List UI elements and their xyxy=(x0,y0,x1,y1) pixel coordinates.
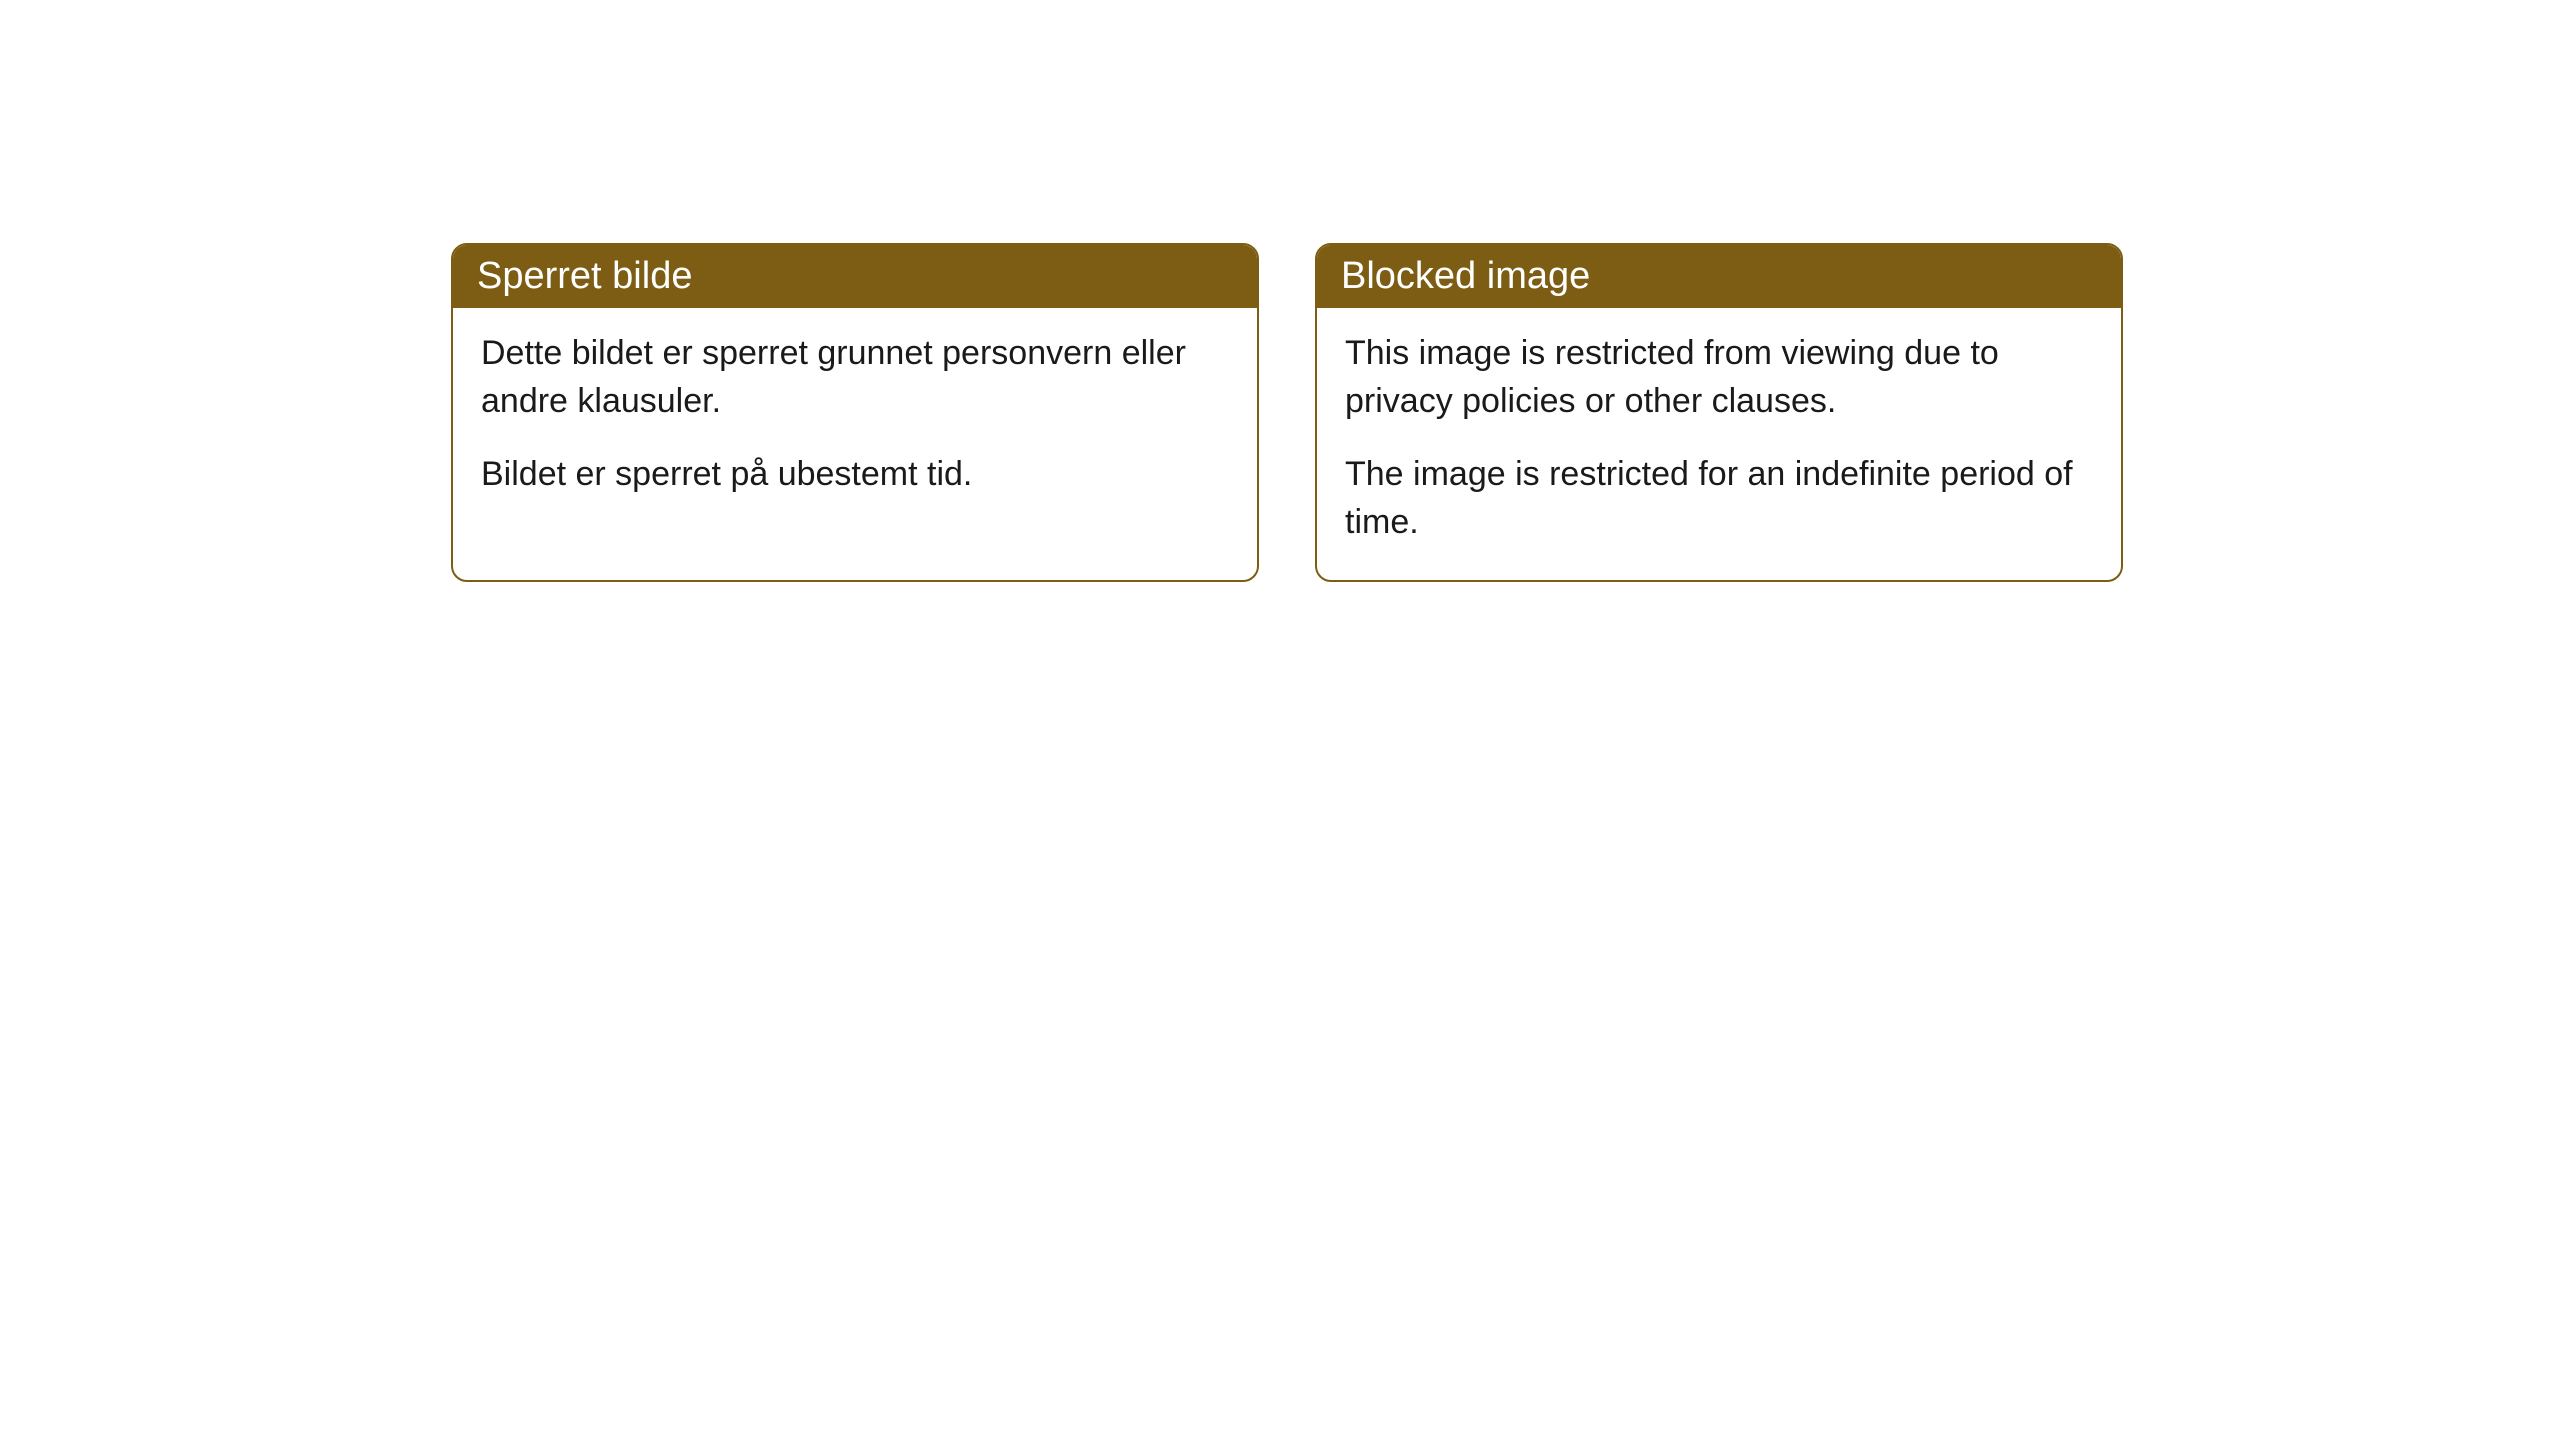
card-paragraph: Bildet er sperret på ubestemt tid. xyxy=(481,451,1229,499)
card-header: Blocked image xyxy=(1317,245,2121,308)
card-paragraph: This image is restricted from viewing du… xyxy=(1345,330,2093,425)
blocked-image-card-norwegian: Sperret bilde Dette bildet er sperret gr… xyxy=(451,243,1259,582)
card-title: Blocked image xyxy=(1341,255,1590,297)
blocked-image-card-english: Blocked image This image is restricted f… xyxy=(1315,243,2123,582)
card-body: Dette bildet er sperret grunnet personve… xyxy=(453,308,1257,533)
card-paragraph: The image is restricted for an indefinit… xyxy=(1345,451,2093,546)
card-body: This image is restricted from viewing du… xyxy=(1317,308,2121,580)
card-title: Sperret bilde xyxy=(477,255,692,297)
notice-cards-container: Sperret bilde Dette bildet er sperret gr… xyxy=(451,243,2123,582)
card-header: Sperret bilde xyxy=(453,245,1257,308)
card-paragraph: Dette bildet er sperret grunnet personve… xyxy=(481,330,1229,425)
